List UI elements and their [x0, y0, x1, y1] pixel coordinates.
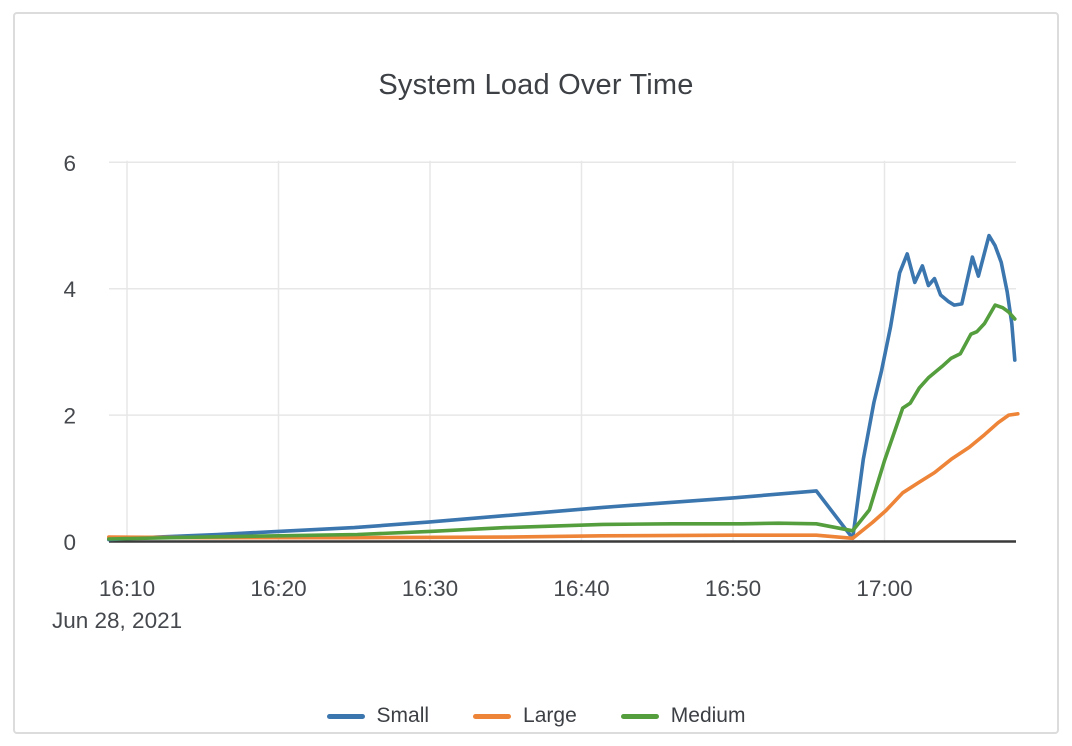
x-tick-label: 17:00	[856, 576, 912, 601]
legend-item-small[interactable]: Small	[326, 704, 430, 728]
legend-item-large[interactable]: Large	[473, 704, 577, 728]
large-series-swatch-icon	[473, 713, 512, 719]
chart-panel: System Load Over Time 0 2 4 6 16:10 16:20 16:3…	[13, 12, 1059, 734]
x-tick-label: 16:50	[705, 576, 761, 601]
x-tick-label: 16:30	[402, 576, 458, 601]
x-tick-label: 16:40	[553, 576, 609, 601]
legend-label-medium: Medium	[670, 704, 746, 727]
x-tick-label: 16:10	[99, 576, 155, 601]
series-line-medium[interactable]	[107, 303, 1017, 541]
series-line-large[interactable]	[107, 411, 1020, 541]
y-tick-label: 4	[63, 277, 76, 302]
small-series-swatch-icon	[326, 713, 365, 719]
chart-title: System Load Over Time	[378, 69, 694, 101]
medium-series-swatch-icon	[620, 713, 659, 719]
legend-item-medium[interactable]: Medium	[620, 704, 746, 728]
x-axis-date-label: Jun 28, 2021	[52, 608, 182, 633]
y-tick-label: 2	[63, 404, 76, 429]
x-tick-label: 16:20	[250, 576, 306, 601]
y-tick-label: 6	[63, 151, 76, 176]
y-tick-label: 0	[63, 530, 76, 555]
legend-label-large: Large	[523, 704, 577, 727]
series-line-small[interactable]	[107, 233, 1017, 542]
chart-legend: Small Large Medium	[15, 704, 1057, 728]
legend-label-small: Small	[376, 704, 430, 727]
line-chart-plot-area[interactable]: 0 2 4 6 16:10 16:20 16:30 16:40 16:50 17:00 Jun 28…	[15, 14, 1059, 674]
